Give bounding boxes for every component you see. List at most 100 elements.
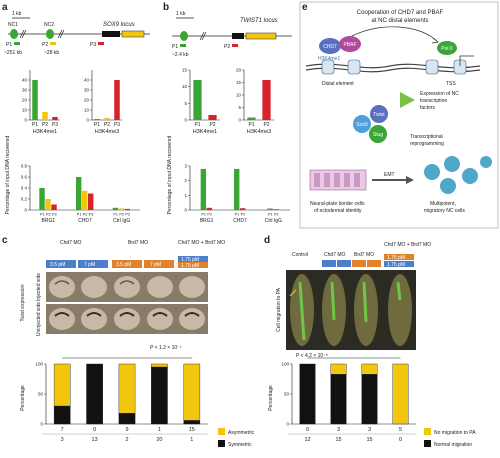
bar [112, 207, 119, 210]
count-bottom: 1 [190, 437, 193, 443]
x-tick-label: P1 [32, 122, 38, 128]
y-tick-label: 0 [184, 118, 187, 123]
panel-e-title-2: at NC distal elements [371, 18, 428, 24]
bar [193, 80, 202, 120]
y-tick-label: 0.2 [21, 197, 28, 202]
right-cell-line-2: migratory NC cells [424, 208, 465, 214]
panel-b-scale: 1 kb [176, 11, 186, 17]
nc1-element-icon [10, 29, 18, 39]
y-tick-label: 30 [84, 88, 90, 93]
legend-swatch-normal-migration [424, 440, 431, 447]
sox9-icon [353, 115, 371, 133]
twist-label: Twist [373, 112, 385, 118]
bar-segment [330, 374, 347, 425]
panel-c-row-2: Uninjected side [36, 302, 42, 336]
panel-d-legend: No migration to PA Normal migration [424, 428, 476, 448]
panel-c-group-1: Chd7 MO [60, 240, 82, 246]
expression-line-1: Expression of NC [420, 91, 459, 97]
panel-a-dist-1: ~251 kb [4, 50, 22, 56]
panel-a-locus-label: SOX9 locus [103, 22, 135, 28]
x-tick-label: P1 [94, 122, 100, 128]
bar [124, 208, 131, 210]
bar-segment [118, 413, 136, 425]
y-tick-label: 0.8 [21, 164, 28, 169]
series-label: P2 [119, 213, 124, 217]
panel-b-letter: b [163, 2, 169, 13]
twist1-exon-1 [232, 33, 244, 39]
twist-icon [370, 105, 388, 123]
y-tick-label: 15 [236, 80, 242, 85]
panel-d-embryo-images: Cell migration to PA [276, 270, 416, 350]
bar [208, 115, 217, 120]
bar [45, 199, 51, 210]
bar [104, 118, 110, 120]
count-bottom: 15 [366, 437, 372, 443]
pbaf-complex-icon [339, 36, 361, 52]
twist1-element-icon [180, 31, 188, 41]
count-top: 1 [158, 427, 161, 433]
y-tick-label: 1 [184, 193, 187, 198]
panel-b-dist: ~2.4 kb [172, 52, 189, 58]
y-tick-label: 100 [281, 362, 289, 367]
panel-e-letter: e [302, 2, 308, 13]
reprog-line-1: Transcriptional [410, 134, 443, 140]
x-tick-label: P2 [42, 122, 48, 128]
bar-segment [183, 420, 201, 425]
count-top: 0 [93, 427, 96, 433]
x-tick-label: P1 [194, 122, 200, 128]
series-label: P3 [52, 213, 57, 217]
sox9-label: Sox9 [356, 122, 368, 128]
expression-line-2: transcription [420, 98, 447, 104]
y-tick-label: 0 [24, 208, 27, 213]
y-tick-label: 0 [40, 422, 43, 427]
bar [247, 117, 256, 120]
embryo-image [49, 276, 75, 298]
panel-c-group-2: Brd7 MO [128, 240, 148, 246]
count-bottom: 13 [92, 437, 98, 443]
panel-b-locus: 1 kb TWIST1 locus P1 P2 ~2.4 kb [172, 11, 292, 58]
embryo-image [81, 308, 107, 330]
y-tick-label: 0 [184, 208, 187, 213]
bar [118, 208, 125, 210]
x-tick-label: BRG1 [42, 218, 56, 224]
panel-b-p2-label: P2 [224, 44, 230, 50]
panel-a-ylabel: Percentage of input DNA recovered [5, 135, 11, 214]
count-top: 0 [306, 427, 309, 433]
chart-title: H3K4me3 [95, 129, 119, 135]
bar [76, 177, 82, 210]
legend-swatch-asymmetric [218, 428, 225, 435]
embryo-image [147, 276, 173, 298]
panel-c-header: Chd7 MO Brd7 MO Chd7 MO + Brd7 MO 3.5 pM… [46, 240, 225, 269]
bar-segment [392, 363, 409, 425]
bar [114, 80, 120, 120]
series-label: P1 [113, 213, 118, 217]
tss-label: TSS [446, 81, 456, 87]
y-tick-label: 50 [284, 392, 290, 397]
y-tick-label: 5 [238, 105, 241, 110]
panel-e-diagram: Cooperation of CHD7 and PBAF at NC dista… [299, 1, 499, 229]
y-tick-label: 20 [22, 98, 28, 103]
panel-e-title-1: Cooperation of CHD7 and PBAF [357, 10, 444, 16]
bar-segment [330, 363, 347, 375]
count-top: 15 [189, 427, 195, 433]
legend-no-migration: No migration to PA [434, 430, 476, 436]
left-cell-line-1: Neural-plate border cells [310, 201, 365, 207]
panel-c-group-3: Chd7 MO + Brd7 MO [178, 240, 225, 246]
left-cell-line-2: of ectodermal identity [314, 208, 362, 214]
distal-element-label: Distal element [322, 81, 354, 87]
panel-c-dose-6: 1.75 pM [181, 263, 199, 269]
chart-title: H3K4me1 [193, 129, 217, 135]
panel-a-nc1-label: NC1 [8, 22, 18, 28]
bar-segment [361, 363, 378, 375]
panel-a-p1-label: P1 [6, 42, 12, 48]
bar [262, 80, 271, 120]
count-top: 5 [399, 427, 402, 433]
bar-segment [183, 363, 201, 421]
bar [82, 190, 88, 210]
